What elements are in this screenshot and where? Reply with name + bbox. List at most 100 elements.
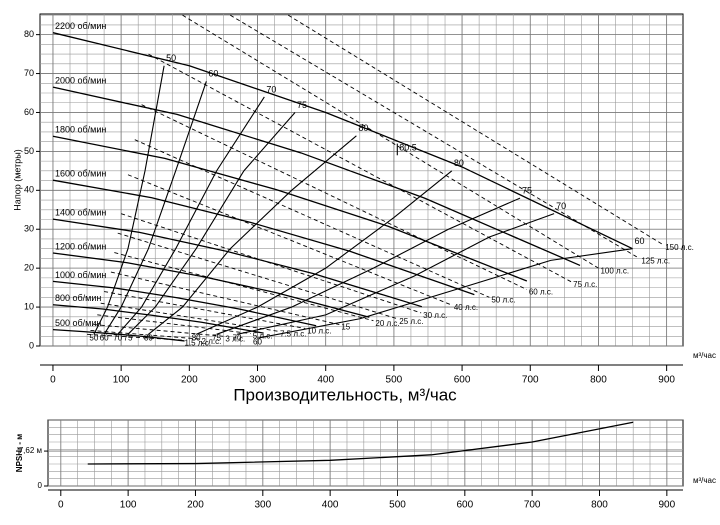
efficiency-curve	[148, 135, 357, 335]
efficiency-label-bottom: 75	[212, 333, 221, 342]
efficiency-label: 75	[297, 100, 307, 110]
efficiency-label: 80.5	[399, 143, 417, 153]
x-tick-label: 800	[591, 500, 608, 511]
series-label: 1000 об/мин	[55, 270, 106, 280]
x-tick-label: 600	[456, 500, 473, 511]
plot-area	[39, 13, 684, 347]
power-label: 10 л.с.	[307, 327, 331, 336]
efficiency-label: 75	[522, 185, 532, 195]
y-tick-label: 7,62 м	[19, 446, 42, 455]
series-label: 2000 об/мин	[55, 76, 106, 86]
power-label: 5 л.с.	[253, 332, 273, 341]
power-curve	[287, 14, 664, 246]
series-label: 1400 об/мин	[55, 207, 106, 217]
power-label: 3 л.с.	[225, 334, 245, 343]
x-tick-label: 0	[50, 375, 56, 386]
power-label: 15	[341, 323, 350, 332]
power-label: 30 л.с.	[423, 311, 447, 320]
power-label: 7.5 л.с.	[280, 329, 306, 338]
power-label: 50 л.с.	[491, 295, 515, 304]
y-tick-label: 80	[24, 29, 34, 39]
power-label: 1.5 л.с.	[185, 338, 211, 347]
power-curve	[104, 291, 306, 329]
series-label: 1800 об/мин	[55, 125, 106, 135]
efficiency-label: 60	[635, 236, 645, 246]
power-label: 150 л.с.	[665, 243, 694, 252]
x-unit: м³/час	[693, 476, 716, 485]
efficiency-label-bottom: 70	[113, 333, 122, 342]
efficiency-label: 80	[454, 158, 464, 168]
y-tick-label: 30	[24, 224, 34, 234]
power-curve	[230, 14, 640, 259]
x-tick-label: 700	[524, 500, 541, 511]
power-label: 75 л.с.	[573, 280, 597, 289]
power-curve	[90, 329, 200, 340]
efficiency-label-bottom: 80	[144, 333, 153, 342]
x-tick-label: 100	[113, 375, 130, 386]
x-tick-label: 300	[249, 375, 266, 386]
efficiency-label: 70	[556, 201, 566, 211]
efficiency-label: 50	[166, 53, 176, 63]
efficiency-curve	[236, 213, 555, 335]
x-unit: м³/час	[693, 351, 716, 360]
power-curve	[114, 252, 374, 322]
x-tick-label: 600	[454, 375, 471, 386]
x-tick-label: 700	[522, 375, 539, 386]
x-tick-label: 200	[181, 375, 198, 386]
power-curve	[100, 302, 279, 332]
power-curve	[93, 324, 224, 337]
x-tick-label: 400	[322, 500, 339, 511]
power-label: 25 л.с.	[399, 317, 423, 326]
power-label: 2 л.с.	[202, 337, 222, 346]
x-tick-label: 100	[120, 500, 137, 511]
y-tick-label: 50	[24, 146, 34, 156]
x-tick-label: 0	[58, 500, 64, 511]
power-curve	[97, 314, 251, 334]
y-tick-label: 10	[24, 301, 34, 311]
x-tick-label: 800	[590, 375, 607, 386]
efficiency-label: 70	[266, 84, 276, 94]
y-tick-label: 60	[24, 107, 34, 117]
speed-curve	[52, 280, 317, 327]
speed-curve	[52, 86, 581, 267]
npsh-curve	[87, 421, 634, 465]
efficiency-label-bottom: 75	[124, 333, 133, 342]
efficiency-curve	[216, 197, 521, 335]
efficiency-label-bottom: 70	[233, 333, 242, 342]
y-tick-label: 0	[38, 481, 43, 490]
x-tick-label: 200	[187, 500, 204, 511]
efficiency-curve	[103, 81, 207, 335]
series-label: 800 об/мин	[55, 293, 101, 303]
x-tick-label: 400	[317, 375, 334, 386]
efficiency-curve	[117, 96, 265, 335]
series-label: 1600 об/мин	[55, 169, 106, 179]
x-tick-label: 900	[658, 500, 675, 511]
efficiency-curve	[93, 65, 165, 335]
power-label: 40 л.с.	[454, 303, 478, 312]
efficiency-label-bottom: 60	[253, 337, 262, 346]
y-axis-label: NPSHr - м	[15, 434, 24, 472]
efficiency-label-bottom: 80	[192, 333, 201, 342]
series-label: 500 об/мин	[55, 318, 101, 328]
speed-curve	[52, 135, 528, 282]
power-label: 20 л.с.	[375, 319, 399, 328]
efficiency-label: 60	[208, 69, 218, 79]
speed-curve	[52, 218, 423, 308]
y-tick-label: 20	[24, 263, 34, 273]
efficiency-label-bottom: 50	[89, 333, 98, 342]
power-label: 125 л.с.	[641, 257, 670, 266]
power-label: 60 л.с.	[529, 288, 553, 297]
efficiency-label: 80	[358, 123, 368, 133]
series-label: 1200 об/мин	[55, 241, 106, 251]
x-axis-title: Производительность, м³/час	[233, 385, 457, 404]
speed-curve	[52, 32, 633, 250]
series-label: 2200 об/мин	[55, 21, 106, 31]
x-tick-label: 300	[254, 500, 271, 511]
x-tick-label: 900	[658, 375, 675, 386]
speed-curve	[52, 252, 370, 318]
power-label: 100 л.с.	[600, 266, 629, 275]
x-tick-label: 500	[386, 375, 403, 386]
power-curve	[121, 213, 422, 314]
